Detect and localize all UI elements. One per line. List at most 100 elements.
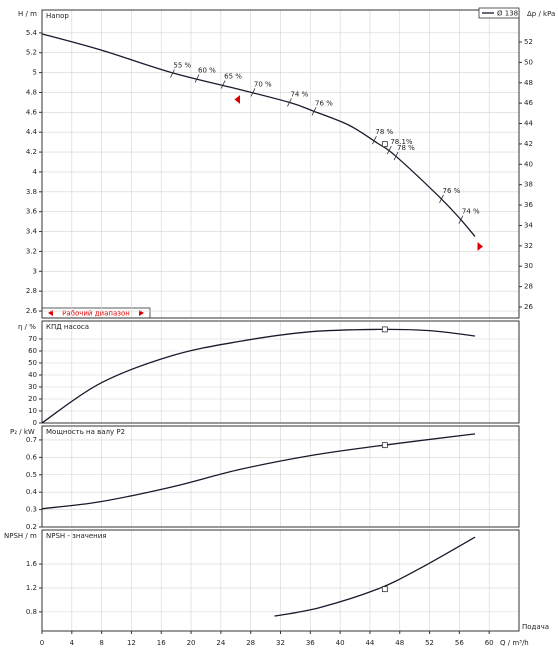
x-tick-label: 60 (485, 639, 494, 647)
y-tick-label: 0.2 (26, 523, 37, 531)
panel: 0.81.21.60 4 8 12 16 20 24 28 32 36 40 44 48 52 56 60NP… (26, 529, 520, 647)
y-tick-label: 10 (28, 407, 37, 415)
x-tick-label: 20 (187, 639, 196, 647)
y-tick-label: 4 (33, 168, 38, 176)
y-tick-label: 4.2 (26, 148, 37, 156)
panel-frame (41, 529, 520, 632)
panel-frame (41, 320, 520, 424)
y2-axis-label: Δp / kPa (527, 10, 555, 18)
y-tick-label: 0.5 (26, 471, 37, 479)
y-axis-label: H / m (18, 10, 37, 18)
y-tick-label: 0 (33, 419, 37, 427)
y2-tick-label: 36 (524, 201, 533, 209)
x-tick-label: 12 (127, 639, 136, 647)
range-arrow (139, 310, 144, 316)
x-tick-label: 24 (216, 639, 225, 647)
range-marker (478, 242, 484, 251)
y-tick-label: 70 (28, 335, 37, 343)
efficiency-tick (287, 98, 292, 107)
y-tick-label: 4.6 (26, 108, 38, 116)
efficiency-tick (170, 69, 175, 78)
y2-tick-label: 48 (524, 79, 533, 87)
y-tick-label: 40 (28, 371, 37, 379)
x-tick-label: 40 (336, 639, 345, 647)
y-axis-label: NPSH / m (4, 532, 37, 540)
panel-title: КПД насоса (46, 323, 89, 331)
efficiency-label: 78 % (375, 128, 393, 136)
efficiency-label: 78.1% (390, 138, 413, 146)
y-tick-label: 0.8 (26, 608, 37, 616)
x-tick-label: 32 (276, 639, 285, 647)
panel: 2.6 2.8 3 3.2 3.4 3.6 3.8 4 4.2 4.4 4.6 4.8 5 5.2 5.4 2… (26, 7, 533, 319)
efficiency-label: 65 % (224, 73, 242, 81)
y-tick-label: 2.6 (26, 307, 38, 315)
panel-frame (41, 9, 520, 319)
efficiency-tick (393, 151, 399, 161)
y-tick-label: 60 (28, 347, 37, 355)
y-tick-label: 1.2 (26, 584, 37, 592)
y-tick-label: 0.6 (26, 453, 38, 461)
range-text: Рабочий диапазон (62, 310, 130, 318)
y-tick-label: 3.6 (26, 208, 38, 216)
y2-tick-label: 38 (524, 181, 533, 189)
panel-title: Мощность на валу P2 (46, 428, 125, 436)
y2-tick-label: 50 (524, 58, 533, 66)
y-tick-label: 1.6 (26, 560, 38, 568)
y2-tick-label: 44 (524, 120, 533, 128)
efficiency-label: 78 % (397, 144, 415, 152)
efficiency-tick (220, 80, 226, 89)
y-tick-label: 3.4 (26, 228, 38, 236)
x-tick-label: 52 (425, 639, 434, 647)
efficiency-tick (386, 145, 392, 155)
y-tick-label: 50 (28, 359, 37, 367)
y-tick-label: 4.4 (26, 128, 38, 136)
y-tick-label: 0.3 (26, 506, 37, 514)
y2-tick-label: 42 (524, 140, 533, 148)
y-axis-label: P₂ / kW (10, 428, 35, 436)
x-tick-label: 28 (246, 639, 255, 647)
panel: 0.2 0.3 0.4 0.5 0.6 0.7 Мощность на валу P2 (26, 425, 520, 531)
efficiency-label: 70 % (254, 80, 272, 88)
range-marker (234, 95, 240, 104)
efficiency-tick (194, 74, 200, 83)
efficiency-label: 76 % (315, 99, 333, 107)
curve (41, 433, 476, 510)
efficiency-label: 74 % (462, 208, 480, 216)
y-axis-label: η / % (18, 323, 36, 331)
panel: 0 10 20 30 40 50 60 70 КПД насоса (28, 320, 520, 427)
x-tick-label: 36 (306, 639, 315, 647)
y2-tick-label: 34 (524, 221, 533, 229)
x-axis-label: Q / m³/h (500, 639, 529, 647)
y-tick-label: 5.2 (26, 49, 37, 57)
duty-point (381, 586, 388, 593)
y-tick-label: 5.4 (26, 29, 38, 37)
x-tick-label: 8 (99, 639, 103, 647)
range-arrow (48, 310, 53, 316)
efficiency-tick (372, 135, 377, 145)
duty-point (381, 326, 388, 333)
x-tick-label: 56 (455, 639, 464, 647)
x-tick-label: 48 (395, 639, 404, 647)
panel-frame (41, 425, 520, 528)
efficiency-tick (458, 215, 464, 224)
efficiency-label: 74 % (290, 90, 308, 98)
y-tick-label: 0.4 (26, 488, 38, 496)
x-tick-label: 0 (40, 639, 44, 647)
efficiency-tick (250, 88, 256, 97)
y-tick-label: 3.2 (26, 247, 37, 255)
x-tick-label: 44 (365, 639, 374, 647)
y-tick-label: 4.8 (26, 88, 37, 96)
duty-point (381, 442, 388, 449)
y-tick-label: 5 (33, 69, 37, 77)
y2-tick-label: 40 (524, 160, 533, 168)
y2-tick-label: 46 (524, 99, 533, 107)
duty-point (381, 141, 388, 148)
efficiency-label: 55 % (173, 62, 191, 70)
y-tick-label: 3 (33, 267, 37, 275)
y2-tick-label: 28 (524, 283, 533, 291)
panel-title: Напор (46, 12, 69, 20)
panel-title: NPSH - значения (46, 532, 107, 540)
curve (41, 328, 476, 424)
y2-tick-label: 30 (524, 262, 533, 270)
range-label: Рабочий диапазон (41, 307, 151, 319)
